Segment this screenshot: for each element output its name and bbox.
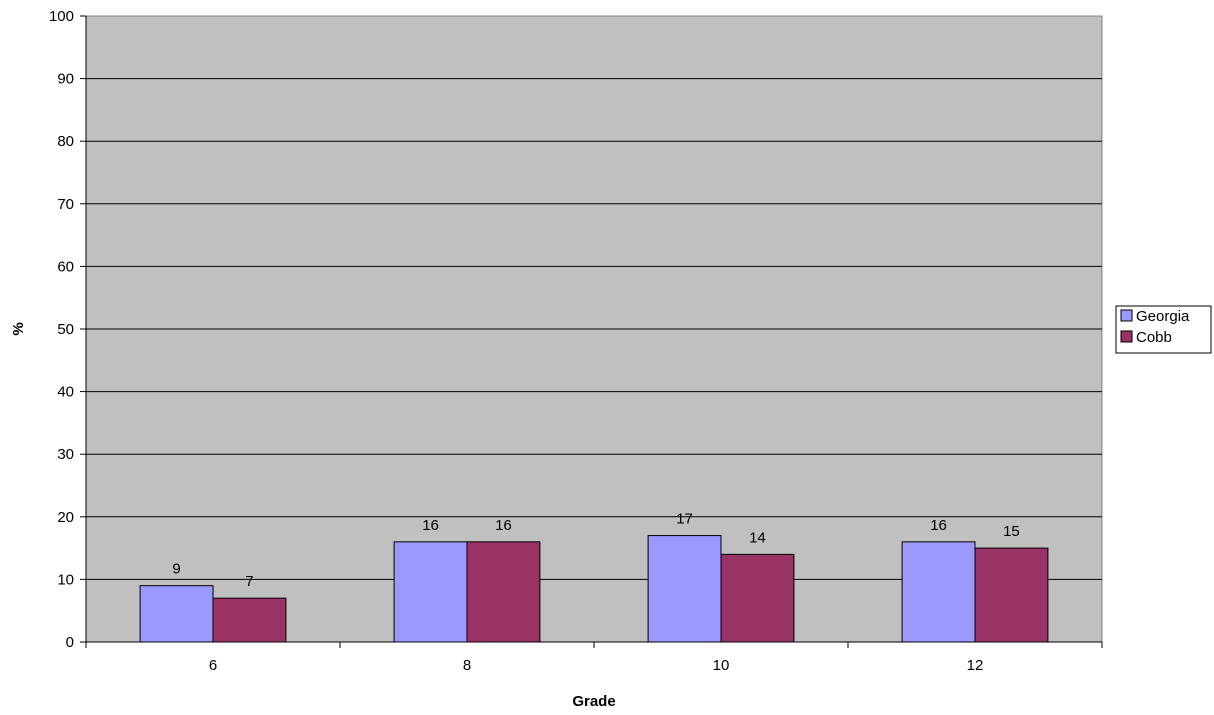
y-tick-label: 80 — [57, 133, 74, 150]
data-label: 14 — [749, 529, 766, 546]
bar-georgia — [139, 585, 214, 643]
legend-swatch-cobb — [1120, 330, 1133, 343]
y-tick-label: 60 — [57, 258, 74, 275]
bars — [139, 535, 1049, 643]
y-tick-label: 90 — [57, 71, 74, 88]
bar-cobb — [212, 597, 287, 643]
bar-georgia — [393, 541, 468, 643]
y-axis-title: % — [10, 322, 27, 335]
y-axis-ticks: 0 10 20 30 40 50 60 70 80 90 100 — [49, 8, 86, 651]
bar-cobb — [466, 541, 541, 643]
bar-cobb — [720, 553, 795, 643]
data-label: 17 — [676, 511, 693, 528]
bar-georgia — [647, 535, 722, 643]
y-tick-label: 40 — [57, 384, 74, 401]
x-tick-label: 6 — [209, 657, 217, 674]
legend-swatch-georgia — [1120, 309, 1133, 322]
x-axis-ticks: 6 8 10 12 — [85, 642, 1103, 674]
data-label: 7 — [245, 573, 253, 590]
legend-label-georgia: Georgia — [1136, 308, 1190, 325]
y-tick-label: 20 — [57, 509, 74, 526]
y-tick-label: 50 — [57, 321, 74, 338]
data-label: 16 — [422, 517, 439, 534]
data-label: 16 — [495, 517, 512, 534]
data-label: 16 — [930, 517, 947, 534]
y-tick-label: 30 — [57, 446, 74, 463]
bar-georgia — [901, 541, 976, 643]
data-labels: 9 16 17 16 7 16 14 15 — [172, 511, 1019, 591]
x-tick-label: 10 — [713, 657, 730, 674]
y-tick-label: 70 — [57, 196, 74, 213]
bar-cobb — [974, 547, 1049, 643]
x-tick-label: 12 — [967, 657, 984, 674]
x-axis-title: Grade — [572, 693, 615, 710]
y-tick-label: 100 — [49, 8, 74, 25]
legend-label-cobb: Cobb — [1136, 329, 1172, 346]
data-label: 15 — [1003, 523, 1020, 540]
y-tick-label: 10 — [57, 571, 74, 588]
data-label: 9 — [172, 561, 180, 578]
legend: Georgia Cobb — [1115, 305, 1212, 354]
x-tick-label: 8 — [463, 657, 471, 674]
y-tick-label: 0 — [66, 634, 74, 651]
